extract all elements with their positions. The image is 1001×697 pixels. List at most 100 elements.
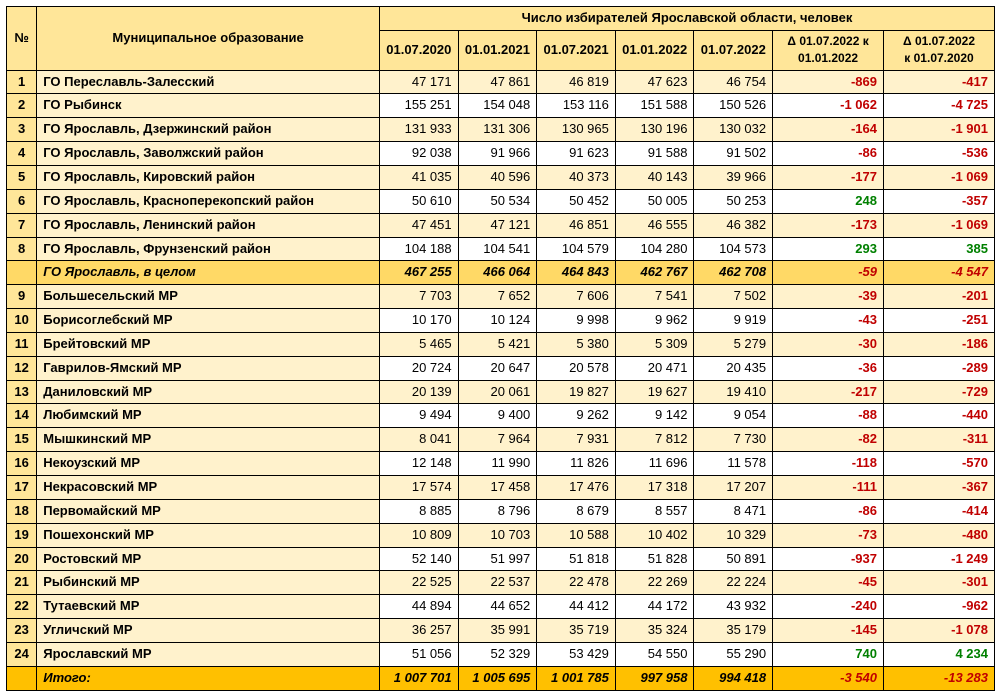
cell-value: 40 596: [458, 166, 537, 190]
cell-municipality: Итого:: [37, 666, 380, 690]
cell-value: 8 679: [537, 499, 616, 523]
cell-value: 20 647: [458, 356, 537, 380]
cell-delta-2: -729: [884, 380, 995, 404]
cell-value: 19 827: [537, 380, 616, 404]
cell-value: 8 471: [694, 499, 773, 523]
cell-municipality: ГО Ярославль, Красноперекопский район: [37, 189, 380, 213]
cell-municipality: Угличский МР: [37, 619, 380, 643]
table-row: 10Борисоглебский МР10 17010 1249 9989 96…: [7, 309, 995, 333]
cell-value: 130 196: [615, 118, 694, 142]
cell-value: 41 035: [379, 166, 458, 190]
cell-value: 8 885: [379, 499, 458, 523]
cell-value: 7 502: [694, 285, 773, 309]
cell-value: 51 818: [537, 547, 616, 571]
cell-delta-1: -3 540: [773, 666, 884, 690]
table-row: 18Первомайский МР8 8858 7968 6798 5578 4…: [7, 499, 995, 523]
cell-value: 7 812: [615, 428, 694, 452]
cell-municipality: Любимский МР: [37, 404, 380, 428]
col-municipality: Муниципальное образование: [37, 7, 380, 71]
cell-delta-2: -417: [884, 70, 995, 94]
cell-value: 22 224: [694, 571, 773, 595]
table-row: 4ГО Ярославль, Заволжский район92 03891 …: [7, 142, 995, 166]
cell-value: 20 061: [458, 380, 537, 404]
cell-value: 5 421: [458, 332, 537, 356]
cell-value: 10 124: [458, 309, 537, 333]
cell-municipality: ГО Ярославль, Заволжский район: [37, 142, 380, 166]
cell-value: 155 251: [379, 94, 458, 118]
cell-value: 104 579: [537, 237, 616, 261]
cell-row-number: 13: [7, 380, 37, 404]
table-row: 20Ростовский МР52 14051 99751 81851 8285…: [7, 547, 995, 571]
col-delta-1: Δ 01.07.2022 к 01.01.2022: [773, 30, 884, 70]
cell-value: 20 139: [379, 380, 458, 404]
col-date-4: 01.07.2022: [694, 30, 773, 70]
cell-municipality: Первомайский МР: [37, 499, 380, 523]
cell-delta-2: -536: [884, 142, 995, 166]
cell-delta-2: -4 725: [884, 94, 995, 118]
cell-value: 43 932: [694, 595, 773, 619]
cell-delta-2: -13 283: [884, 666, 995, 690]
cell-value: 5 279: [694, 332, 773, 356]
cell-value: 7 730: [694, 428, 773, 452]
table-row: 1ГО Переславль-Залесский47 17147 86146 8…: [7, 70, 995, 94]
table-row: 14Любимский МР9 4949 4009 2629 1429 054-…: [7, 404, 995, 428]
cell-value: 9 142: [615, 404, 694, 428]
table-row: 3ГО Ярославль, Дзержинский район131 9331…: [7, 118, 995, 142]
cell-municipality: Рыбинский МР: [37, 571, 380, 595]
cell-value: 40 143: [615, 166, 694, 190]
cell-value: 47 121: [458, 213, 537, 237]
cell-value: 7 931: [537, 428, 616, 452]
cell-municipality: ГО Ярославль, Кировский район: [37, 166, 380, 190]
cell-value: 17 207: [694, 475, 773, 499]
cell-municipality: Борисоглебский МР: [37, 309, 380, 333]
cell-row-number: 2: [7, 94, 37, 118]
table-row: 17Некрасовский МР17 57417 45817 47617 31…: [7, 475, 995, 499]
cell-row-number: 17: [7, 475, 37, 499]
cell-municipality: ГО Ярославль, Фрунзенский район: [37, 237, 380, 261]
cell-row-number: 20: [7, 547, 37, 571]
cell-delta-2: 385: [884, 237, 995, 261]
cell-value: 35 719: [537, 619, 616, 643]
cell-row-number: 14: [7, 404, 37, 428]
cell-value: 994 418: [694, 666, 773, 690]
cell-delta-1: -45: [773, 571, 884, 595]
cell-value: 8 557: [615, 499, 694, 523]
cell-delta-1: 740: [773, 642, 884, 666]
table-row: 22Тутаевский МР44 89444 65244 41244 1724…: [7, 595, 995, 619]
cell-value: 10 809: [379, 523, 458, 547]
cell-delta-1: -937: [773, 547, 884, 571]
table-header: № Муниципальное образование Число избира…: [7, 7, 995, 71]
cell-row-number: 12: [7, 356, 37, 380]
cell-delta-1: -86: [773, 142, 884, 166]
cell-value: 9 400: [458, 404, 537, 428]
cell-value: 154 048: [458, 94, 537, 118]
cell-value: 47 171: [379, 70, 458, 94]
cell-row-number: 21: [7, 571, 37, 595]
cell-delta-1: -43: [773, 309, 884, 333]
voters-table: № Муниципальное образование Число избира…: [6, 6, 995, 691]
cell-value: 35 324: [615, 619, 694, 643]
cell-delta-2: -1 069: [884, 213, 995, 237]
cell-value: 1 005 695: [458, 666, 537, 690]
cell-value: 150 526: [694, 94, 773, 118]
col-delta-1-line1: Δ 01.07.2022 к: [787, 34, 868, 48]
cell-delta-1: 248: [773, 189, 884, 213]
cell-delta-2: -1 901: [884, 118, 995, 142]
cell-value: 10 402: [615, 523, 694, 547]
cell-value: 7 652: [458, 285, 537, 309]
cell-value: 9 494: [379, 404, 458, 428]
cell-delta-2: -1 249: [884, 547, 995, 571]
col-delta-2: Δ 01.07.2022 к 01.07.2020: [884, 30, 995, 70]
table-row: 13Даниловский МР20 13920 06119 82719 627…: [7, 380, 995, 404]
cell-value: 50 005: [615, 189, 694, 213]
cell-row-number: 1: [7, 70, 37, 94]
table-row: 23Угличский МР36 25735 99135 71935 32435…: [7, 619, 995, 643]
cell-municipality: Брейтовский МР: [37, 332, 380, 356]
col-row-number: №: [7, 7, 37, 71]
table-row: 24Ярославский МР51 05652 32953 42954 550…: [7, 642, 995, 666]
cell-value: 44 412: [537, 595, 616, 619]
cell-value: 9 919: [694, 309, 773, 333]
cell-value: 17 458: [458, 475, 537, 499]
table-row: 5ГО Ярославль, Кировский район41 03540 5…: [7, 166, 995, 190]
col-delta-2-line2: к 01.07.2020: [904, 51, 973, 65]
